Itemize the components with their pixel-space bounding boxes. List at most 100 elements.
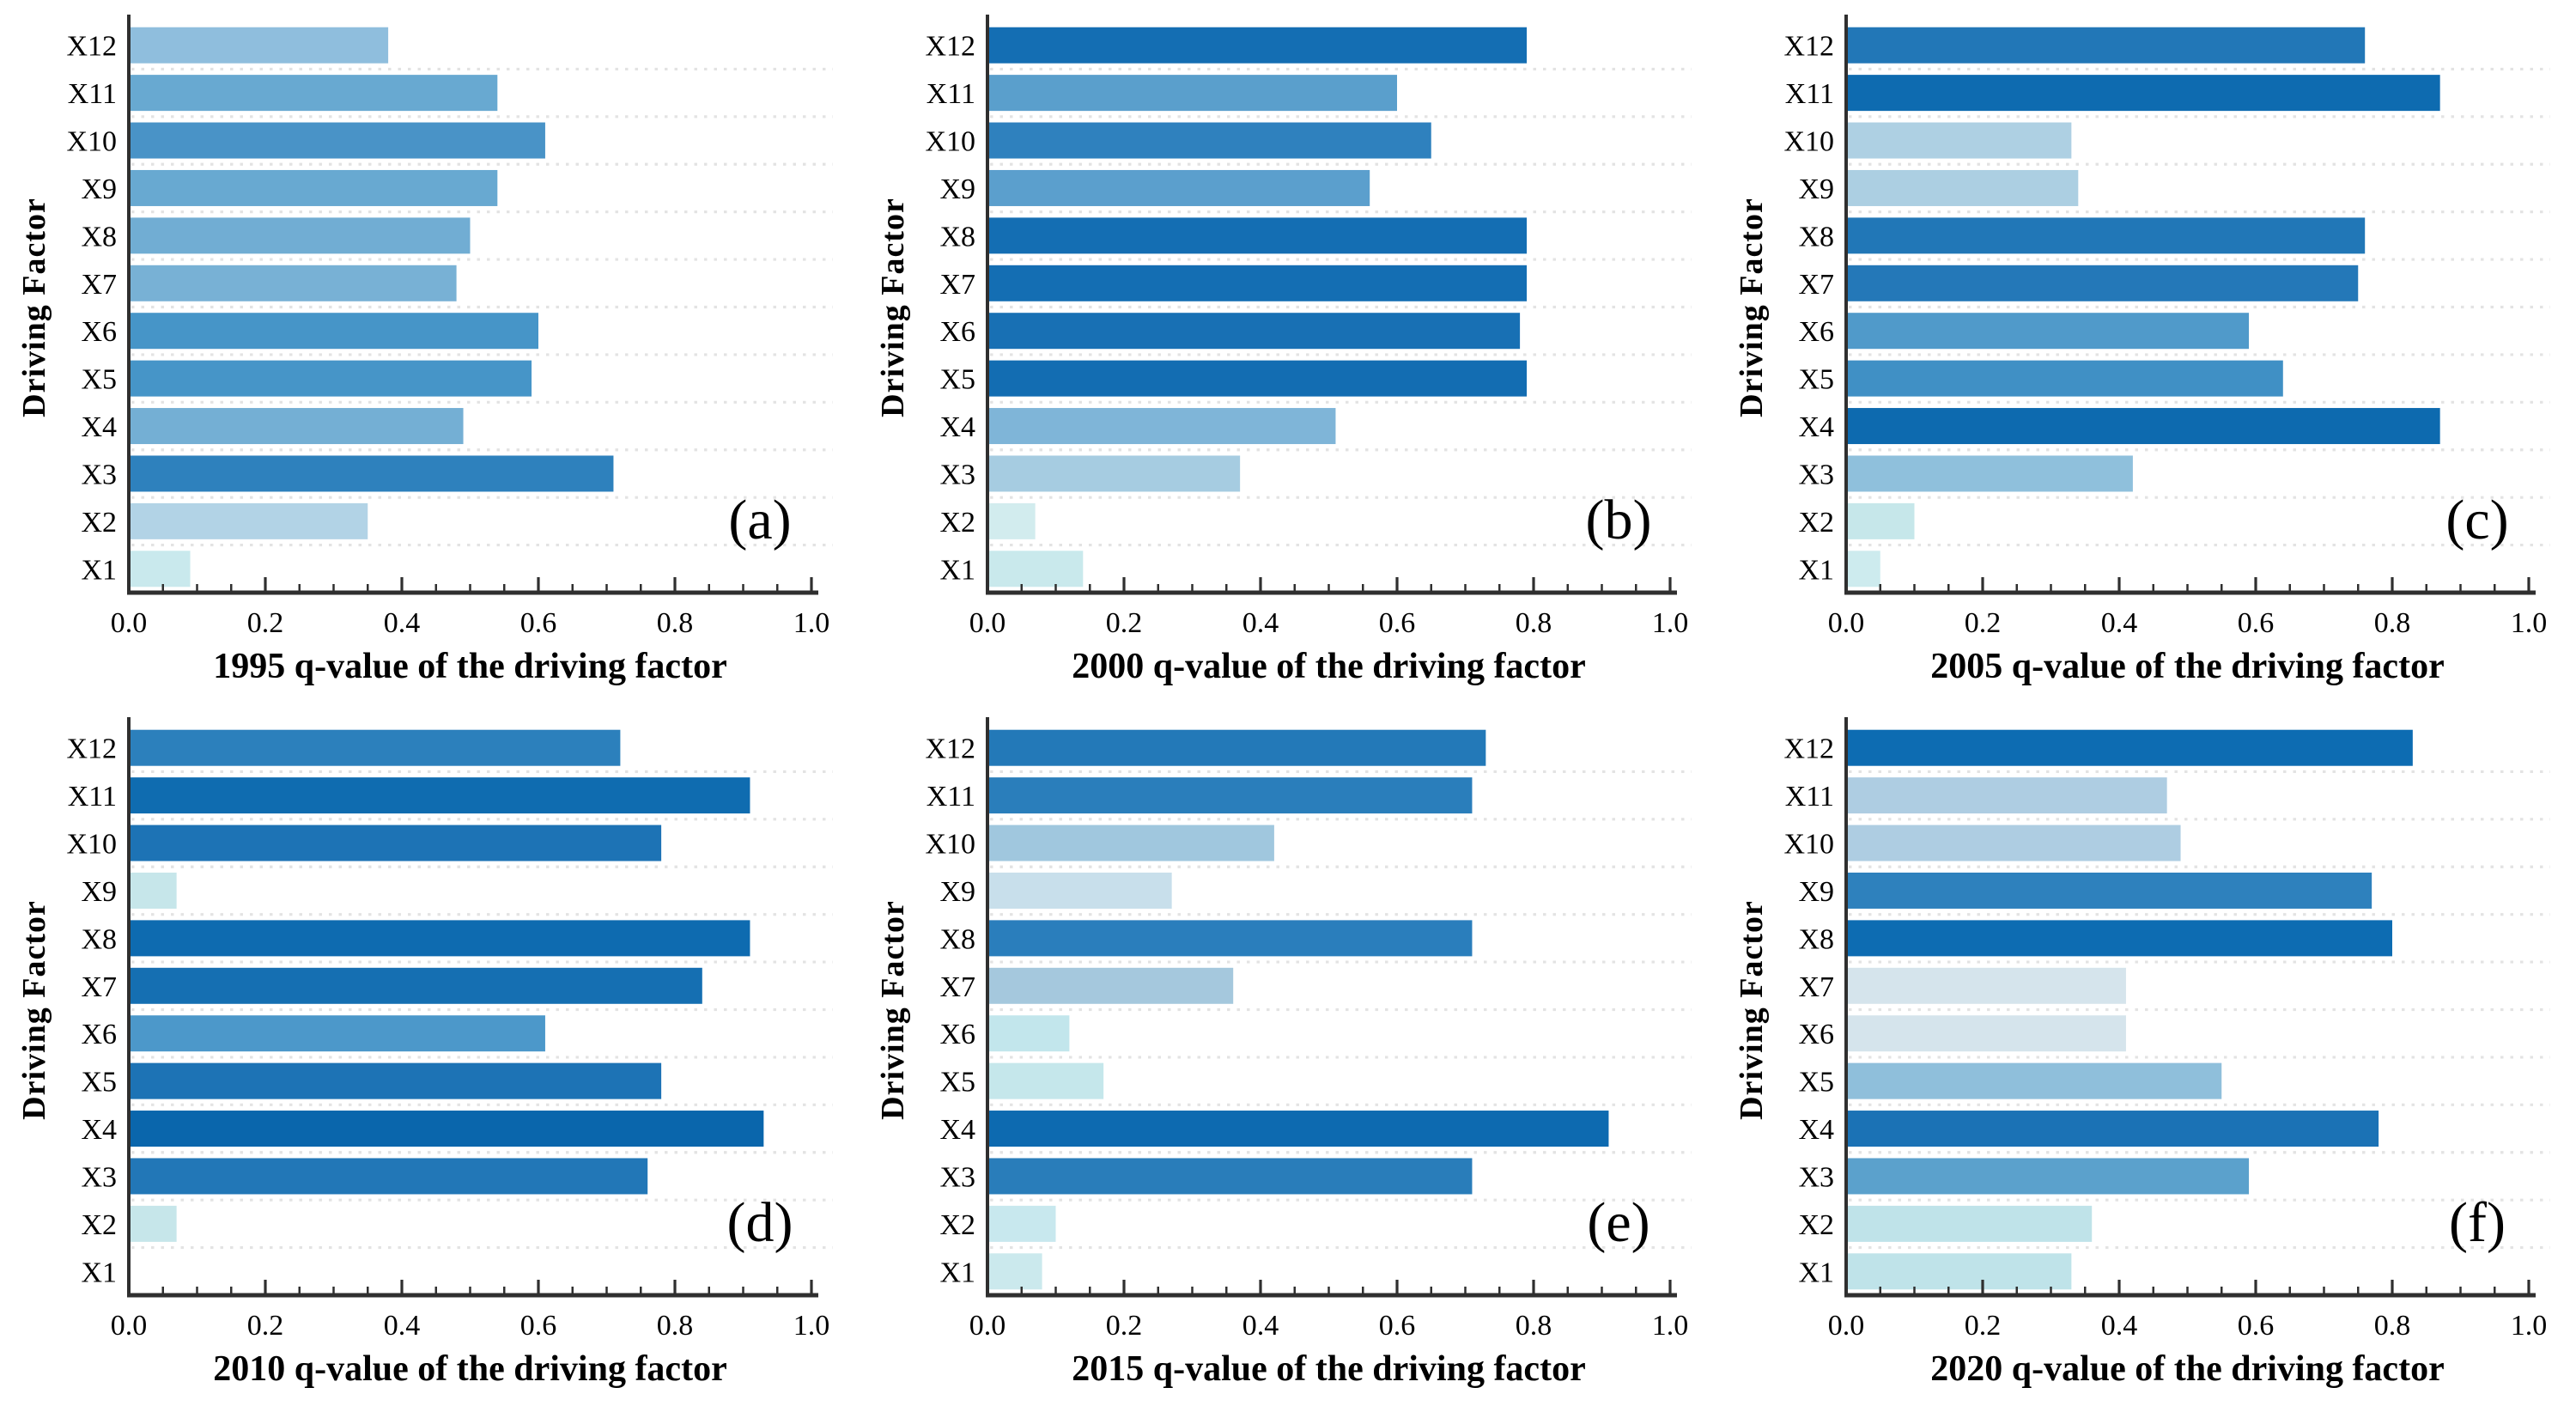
x-axis-title: 2020 q-value of the driving factor [1930,1349,2445,1389]
y-category-label: X4 [1798,411,1834,443]
bar-x4 [987,408,1336,445]
y-category-label: X2 [939,507,975,539]
y-category-label: X10 [1783,829,1834,861]
x-tick-label: 0.2 [1965,1310,2002,1342]
x-tick-label: 1.0 [1652,607,1689,639]
y-category-label: X9 [1798,173,1834,205]
y-category-label: X9 [1798,876,1834,908]
x-tick-label: 0.6 [2238,607,2275,639]
x-tick-label: 0.2 [1106,1310,1143,1342]
x-tick-label: 0.2 [247,607,284,639]
bar-x4 [129,408,464,445]
y-category-label: X4 [81,1114,117,1146]
y-category-label: X10 [1783,126,1834,158]
x-axis-title: 1995 q-value of the driving factor [213,647,727,686]
y-category-label: X7 [1798,269,1834,301]
y-category-label: X12 [925,733,975,765]
bar-x2 [1846,502,1915,539]
y-category-label: X2 [81,507,117,539]
bar-x5 [129,1062,662,1099]
bar-x8 [1846,217,2366,254]
bar-x3 [1846,455,2133,492]
bar-x3 [987,1158,1473,1195]
bar-x12 [1846,729,2413,766]
x-tick-label: 0.0 [1828,607,1865,639]
bar-x2 [1846,1205,2093,1242]
bar-x7 [1846,265,2359,301]
bar-x1 [987,551,1084,587]
x-tick-label: 0.4 [1242,607,1279,639]
y-category-label: X5 [939,1067,975,1099]
y-category-label: X6 [81,1019,117,1050]
y-category-label: X1 [81,554,117,586]
bar-x11 [1846,75,2440,112]
chart-panel-b: X12 X11 X10 X9 X8 X7 X6 X5 X4 X3 X2 X1 0.0 0.2 0.4 0.6 0… [859,0,1717,703]
x-tick-label: 0.2 [1106,607,1143,639]
y-category-label: X3 [81,1161,117,1193]
x-tick-label: 0.6 [520,607,557,639]
x-axis-title: 2000 q-value of the driving factor [1072,647,1586,686]
x-tick-label: 1.0 [793,607,830,639]
bar-x7 [987,967,1234,1004]
x-tick-label: 1.0 [793,1310,830,1342]
bar-x8 [987,920,1473,957]
bar-x9 [1846,169,2079,206]
y-category-label: X8 [1798,221,1834,253]
y-axis-title: Driving Factor [16,198,52,417]
y-axis-title: Driving Factor [16,900,52,1120]
bar-x7 [987,265,1528,301]
x-tick-label: 0.8 [1516,1310,1552,1342]
y-category-label: X5 [1798,364,1834,396]
y-category-label: X7 [939,269,975,301]
y-category-label: X3 [939,459,975,490]
y-category-label: X9 [81,876,117,908]
y-category-label: X8 [81,923,117,955]
y-category-label: X6 [1798,1019,1834,1050]
chart-panel-c: X12 X11 X10 X9 X8 X7 X6 X5 X4 X3 X2 X1 0.0 0.2 0.4 0.6 0… [1717,0,2576,703]
y-category-label: X4 [1798,1114,1834,1146]
y-category-label: X8 [939,923,975,955]
bar-x8 [129,920,750,957]
bar-x8 [1846,920,2392,957]
x-tick-label: 0.8 [657,1310,694,1342]
bar-x9 [1846,872,2372,909]
y-category-label: X11 [68,78,117,110]
bar-x12 [1846,27,2366,64]
y-category-label: X11 [927,78,975,110]
bar-x6 [1846,313,2250,350]
y-category-label: X5 [1798,1067,1834,1099]
bar-x3 [129,455,614,492]
y-category-label: X11 [927,781,975,813]
y-category-label: X12 [925,31,975,63]
y-category-label: X11 [1785,78,1834,110]
y-axis-title: Driving Factor [875,198,911,417]
y-category-label: X1 [939,1257,975,1288]
x-tick-label: 1.0 [2511,607,2548,639]
y-category-label: X10 [925,126,975,158]
y-category-label: X11 [68,781,117,813]
x-tick-label: 0.8 [2374,1310,2411,1342]
bar-x12 [987,27,1528,64]
bar-x10 [987,122,1431,159]
bar-x12 [987,729,1486,766]
y-axis-title: Driving Factor [1734,900,1770,1120]
y-category-label: X8 [939,221,975,253]
bar-x6 [1846,1015,2126,1052]
y-category-label: X12 [1783,31,1834,63]
bar-chart-2010: X12 X11 X10 X9 X8 X7 X6 X5 X4 X3 X2 X1 0.0 0.2 0.4 0.6 0… [66,717,833,1342]
x-tick-label: 1.0 [1652,1310,1689,1342]
x-tick-label: 0.6 [520,1310,557,1342]
y-category-label: X12 [66,31,117,63]
x-tick-label: 0.4 [2101,1310,2138,1342]
y-category-label: X7 [939,971,975,1003]
chart-panel-a: X12 X11 X10 X9 X8 X7 X6 X5 X4 X3 X2 X1 0.0 0.2 0.4 0.6 0… [0,0,859,703]
bar-x3 [129,1158,648,1195]
bar-chart-1995: X12 X11 X10 X9 X8 X7 X6 X5 X4 X3 X2 X1 0.0 0.2 0.4 0.6 0… [66,15,833,639]
y-category-label: X5 [81,364,117,396]
y-category-label: X1 [81,1257,117,1288]
y-category-label: X1 [1798,554,1834,586]
y-category-label: X5 [81,1067,117,1099]
bar-x10 [987,825,1274,861]
x-tick-label: 0.0 [111,1310,148,1342]
bar-x12 [129,27,389,64]
